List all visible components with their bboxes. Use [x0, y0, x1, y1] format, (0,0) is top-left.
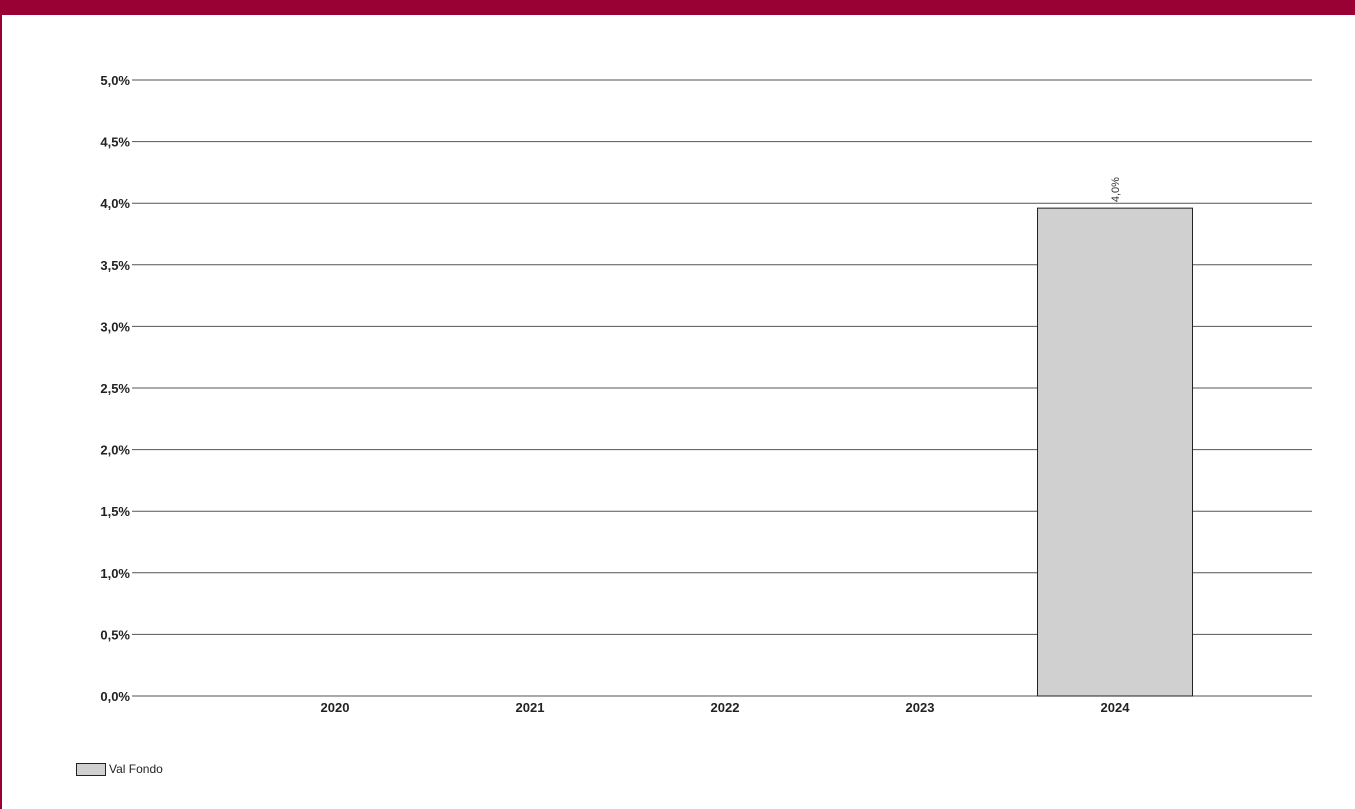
y-tick-label-9: 4,5% [100, 135, 130, 150]
y-tick-label-8: 4,0% [100, 196, 130, 211]
bar-2024 [1037, 207, 1193, 697]
x-tick-label-2022: 2022 [711, 700, 740, 715]
y-tick-label-3: 1,5% [100, 504, 130, 519]
x-tick-label-2023: 2023 [906, 700, 935, 715]
legend-swatch-val-fondo [76, 762, 106, 776]
bar-chart: 0,0% 0,5% 1,0% 1,5% 2,0% 2,5% 3,0% 3,5% 4,0% 4,5%… [100, 73, 1312, 715]
legend-label-val-fondo: Val Fondo [109, 762, 163, 776]
header-bar [0, 0, 1355, 15]
x-tick-label-2021: 2021 [516, 700, 545, 715]
y-tick-label-6: 3,0% [100, 319, 130, 334]
y-tick-label-10: 5,0% [100, 73, 130, 88]
y-tick-label-2: 1,0% [100, 566, 130, 581]
y-tick-label-5: 2,5% [100, 381, 130, 396]
x-tick-label-2024: 2024 [1101, 700, 1131, 715]
y-tick-label-1: 0,5% [100, 627, 130, 642]
y-tick-label-7: 3,5% [100, 258, 130, 273]
left-border [0, 0, 2, 809]
data-label-2024: 4,0% [1110, 177, 1122, 202]
legend: Val Fondo [76, 762, 163, 776]
y-tick-label-0: 0,0% [100, 689, 130, 704]
x-tick-label-2020: 2020 [321, 700, 350, 715]
y-tick-label-4: 2,0% [100, 443, 130, 458]
